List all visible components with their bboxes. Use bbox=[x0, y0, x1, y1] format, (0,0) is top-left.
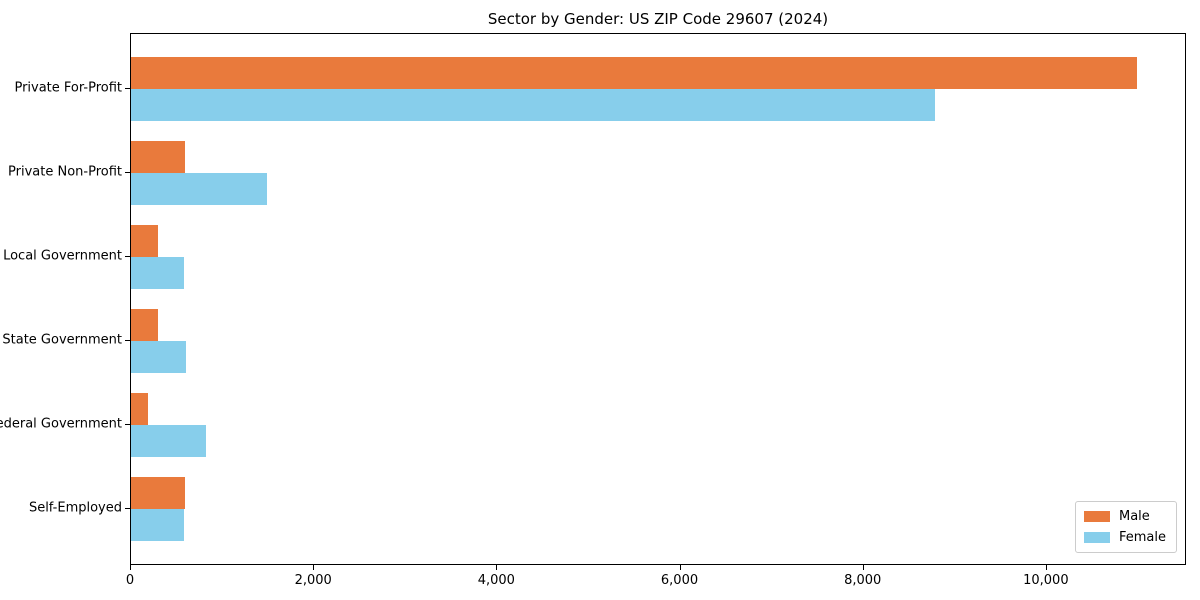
y-tick-label-private-for-profit: Private For-Profit bbox=[14, 80, 122, 96]
x-tick bbox=[496, 565, 498, 570]
legend-item-male: Male bbox=[1083, 509, 1166, 524]
x-tick bbox=[1045, 565, 1047, 570]
y-tick bbox=[125, 424, 130, 425]
legend: Male Female bbox=[1074, 501, 1177, 553]
bar-male-federal-government bbox=[131, 393, 148, 425]
bar-male-self-employed bbox=[131, 477, 185, 509]
x-tick bbox=[679, 565, 681, 570]
bar-female-private-non-profit bbox=[131, 173, 267, 205]
x-tick bbox=[130, 565, 131, 570]
bar-female-self-employed bbox=[131, 509, 184, 541]
y-tick bbox=[125, 88, 130, 89]
bar-male-private-for-profit bbox=[131, 57, 1137, 89]
y-tick-label-self-employed: Self-Employed bbox=[28, 500, 122, 516]
y-tick-label-state-government: State Government bbox=[2, 332, 122, 348]
bar-male-local-government bbox=[131, 225, 158, 257]
x-tick-label-4-000: 4,000 bbox=[477, 573, 515, 588]
y-tick bbox=[125, 172, 130, 173]
y-tick-label-federal-government: Federal Government bbox=[0, 416, 122, 432]
bar-male-private-non-profit bbox=[131, 141, 185, 173]
legend-swatch-female bbox=[1083, 532, 1110, 543]
x-tick-label-10-000: 10,000 bbox=[1023, 573, 1069, 588]
x-tick bbox=[862, 565, 864, 570]
legend-item-female: Female bbox=[1083, 530, 1166, 545]
legend-label-male: Male bbox=[1118, 509, 1150, 524]
bar-female-local-government bbox=[131, 257, 184, 289]
x-tick-label-8-000: 8,000 bbox=[844, 573, 882, 588]
legend-label-female: Female bbox=[1118, 530, 1166, 545]
y-tick bbox=[125, 508, 130, 509]
bar-male-state-government bbox=[131, 309, 158, 341]
plot-area: Male Female bbox=[130, 33, 1186, 565]
bar-female-state-government bbox=[131, 341, 186, 373]
x-tick-label-2-000: 2,000 bbox=[294, 573, 332, 588]
y-tick bbox=[125, 256, 130, 257]
bar-female-private-for-profit bbox=[131, 89, 935, 121]
x-tick-label-6-000: 6,000 bbox=[660, 573, 699, 588]
y-tick bbox=[125, 340, 130, 341]
x-tick bbox=[313, 565, 315, 570]
legend-swatch-male bbox=[1083, 511, 1110, 522]
chart-title: Sector by Gender: US ZIP Code 29607 (202… bbox=[487, 10, 829, 28]
x-tick-label-0: 0 bbox=[125, 573, 135, 588]
y-tick-label-private-non-profit: Private Non-Profit bbox=[8, 164, 122, 180]
y-tick-label-local-government: Local Government bbox=[3, 248, 122, 264]
bar-female-federal-government bbox=[131, 425, 206, 457]
